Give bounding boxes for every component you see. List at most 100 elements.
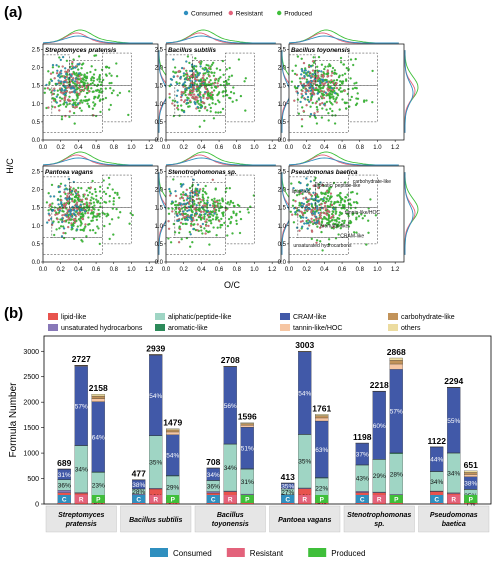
point-produced xyxy=(97,94,101,97)
bar-total-label: 3003 xyxy=(295,340,314,350)
point-produced xyxy=(64,105,68,108)
point-produced xyxy=(212,61,215,64)
point-consumed xyxy=(315,205,319,208)
point-consumed xyxy=(175,214,179,217)
point-resistant xyxy=(176,106,179,110)
point-produced xyxy=(182,191,185,194)
point-produced xyxy=(335,78,339,82)
point-produced xyxy=(232,204,236,208)
point-produced xyxy=(321,218,324,221)
point-consumed xyxy=(320,70,323,73)
point-resistant xyxy=(322,90,326,93)
point-produced xyxy=(59,225,63,228)
point-consumed xyxy=(304,72,307,75)
point-produced xyxy=(352,231,356,234)
bar-segment xyxy=(240,422,254,424)
point-resistant xyxy=(307,65,311,68)
point-resistant xyxy=(182,193,185,196)
point-produced xyxy=(199,200,202,204)
point-consumed xyxy=(58,190,62,193)
point-resistant xyxy=(77,211,80,215)
point-consumed xyxy=(168,187,171,191)
point-consumed xyxy=(309,76,313,79)
bar-percent-label: 29% xyxy=(166,484,179,491)
point-produced xyxy=(353,86,357,90)
point-produced xyxy=(222,80,226,84)
point-produced xyxy=(221,59,225,63)
point-resistant xyxy=(79,77,82,80)
point-produced xyxy=(367,219,370,222)
point-produced xyxy=(64,232,67,235)
point-produced xyxy=(217,209,221,212)
y-tick-label: 1.5 xyxy=(155,206,164,212)
point-resistant xyxy=(62,203,65,206)
point-produced xyxy=(349,98,352,102)
point-resistant xyxy=(327,89,330,92)
point-produced xyxy=(199,62,202,65)
point-consumed xyxy=(179,76,182,80)
point-produced xyxy=(81,77,85,80)
legend-swatch xyxy=(388,313,398,320)
y-tick-label: 1.5 xyxy=(278,84,287,90)
bar-code-cell xyxy=(240,495,254,503)
point-resistant xyxy=(205,96,208,100)
point-produced xyxy=(76,96,79,100)
marginal-x-consumed xyxy=(288,35,399,44)
point-produced xyxy=(221,197,224,200)
legend-label-produced: Produced xyxy=(284,11,312,18)
legend-label: CRAM-like xyxy=(293,314,327,321)
point-produced xyxy=(244,109,247,112)
point-resistant xyxy=(331,71,334,75)
point-produced xyxy=(200,229,203,232)
point-produced xyxy=(316,108,319,111)
point-produced xyxy=(327,238,331,241)
point-consumed xyxy=(70,209,73,212)
point-resistant xyxy=(314,102,317,105)
point-produced xyxy=(81,214,85,217)
point-resistant xyxy=(55,72,59,75)
bar-percent-label: 60% xyxy=(373,423,386,430)
point-produced xyxy=(60,97,64,100)
point-produced xyxy=(98,80,101,83)
y-tick-label: 1000 xyxy=(23,451,39,458)
point-produced xyxy=(212,214,215,217)
point-consumed xyxy=(333,91,337,95)
bar-percent-label: 27% xyxy=(281,489,294,496)
point-produced xyxy=(337,224,340,228)
bar-code-label: R xyxy=(302,497,307,504)
bar-group: 41337%27%35%C300310%35%54%R17616%22%63%P… xyxy=(269,340,341,533)
point-consumed xyxy=(79,209,82,212)
point-produced xyxy=(218,199,221,202)
point-produced xyxy=(206,196,210,199)
point-produced xyxy=(321,107,324,110)
region-box xyxy=(174,207,226,238)
bar-code-cell xyxy=(91,495,105,503)
point-resistant xyxy=(299,82,303,85)
point-produced xyxy=(104,192,108,196)
point-produced xyxy=(203,217,206,221)
point-resistant xyxy=(192,89,195,93)
x-tick-label: 0.4 xyxy=(74,145,83,151)
point-resistant xyxy=(187,93,190,96)
point-produced xyxy=(70,228,73,231)
point-produced xyxy=(340,81,344,84)
point-produced xyxy=(339,197,343,200)
point-produced xyxy=(203,227,206,230)
y-tick-label: 1.0 xyxy=(32,224,41,230)
point-consumed xyxy=(74,213,77,216)
point-produced xyxy=(221,107,225,111)
point-consumed xyxy=(304,208,308,211)
panel-a: (a) Consumed Resistant Produced Streptomyces… xyxy=(4,4,419,290)
bar-code-label: P xyxy=(171,497,176,504)
x-tick-label: 0.2 xyxy=(303,267,312,273)
bar-segment xyxy=(240,493,254,496)
point-resistant xyxy=(331,88,334,92)
bar-code-cell xyxy=(430,495,444,503)
point-produced xyxy=(215,234,218,237)
point-consumed xyxy=(185,101,189,105)
point-produced xyxy=(109,87,112,90)
point-produced xyxy=(221,213,225,216)
point-resistant xyxy=(63,98,66,101)
point-produced xyxy=(198,109,201,113)
point-produced xyxy=(228,187,231,190)
